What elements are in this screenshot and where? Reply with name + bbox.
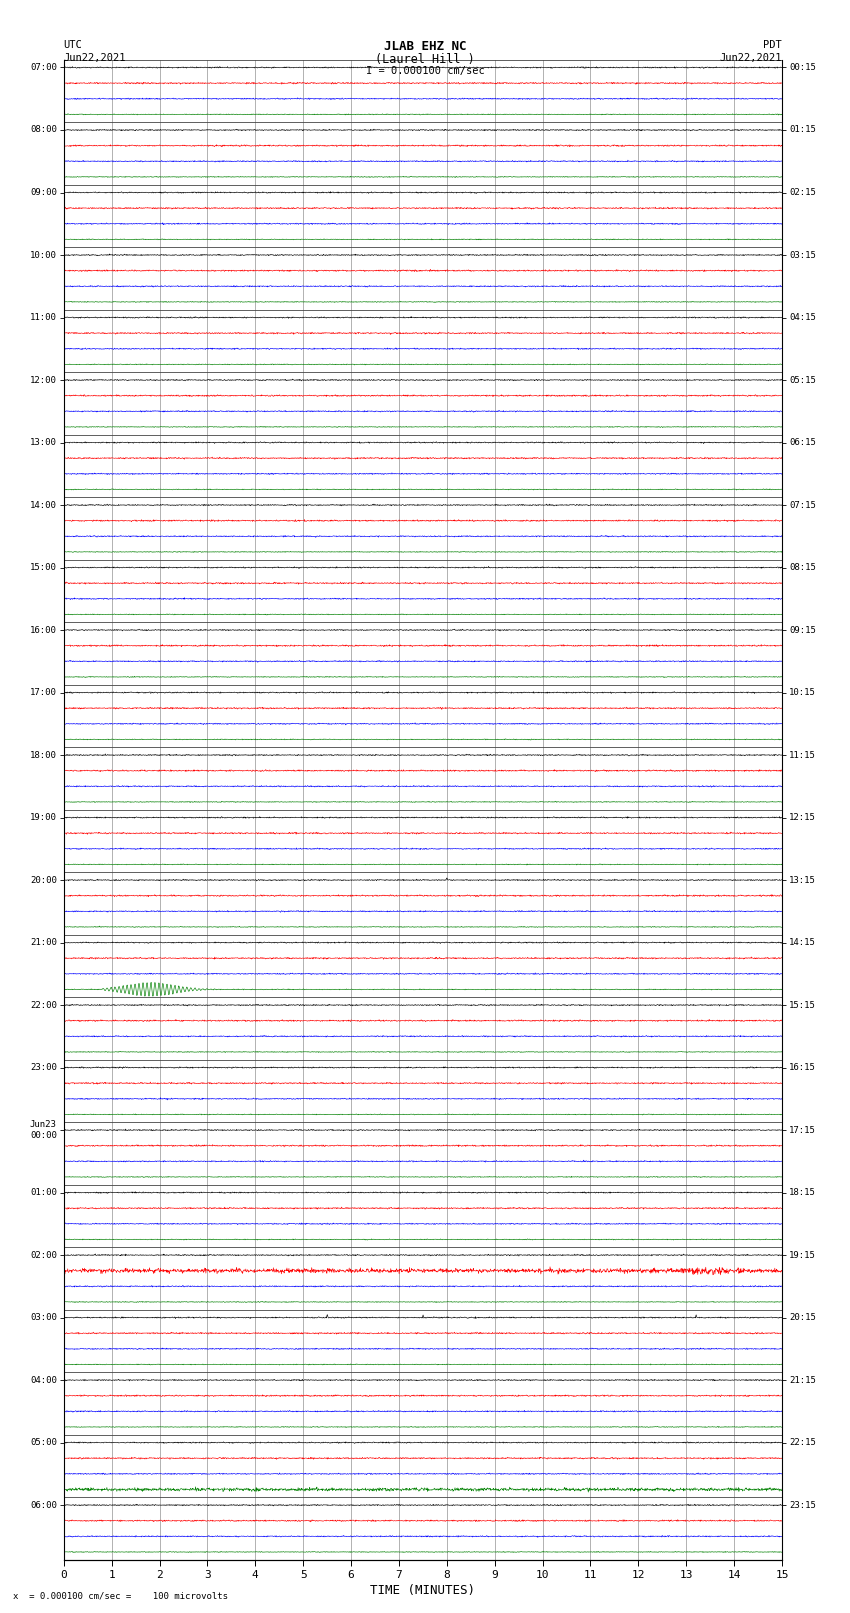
Text: x  = 0.000100 cm/sec =    100 microvolts: x = 0.000100 cm/sec = 100 microvolts: [13, 1590, 228, 1600]
Text: Jun22,2021: Jun22,2021: [719, 53, 782, 63]
Text: UTC: UTC: [64, 40, 82, 50]
Text: JLAB EHZ NC: JLAB EHZ NC: [383, 40, 467, 53]
X-axis label: TIME (MINUTES): TIME (MINUTES): [371, 1584, 475, 1597]
Text: PDT: PDT: [763, 40, 782, 50]
Text: (Laurel Hill ): (Laurel Hill ): [375, 53, 475, 66]
Text: Jun22,2021: Jun22,2021: [64, 53, 127, 63]
Text: I = 0.000100 cm/sec: I = 0.000100 cm/sec: [366, 66, 484, 76]
